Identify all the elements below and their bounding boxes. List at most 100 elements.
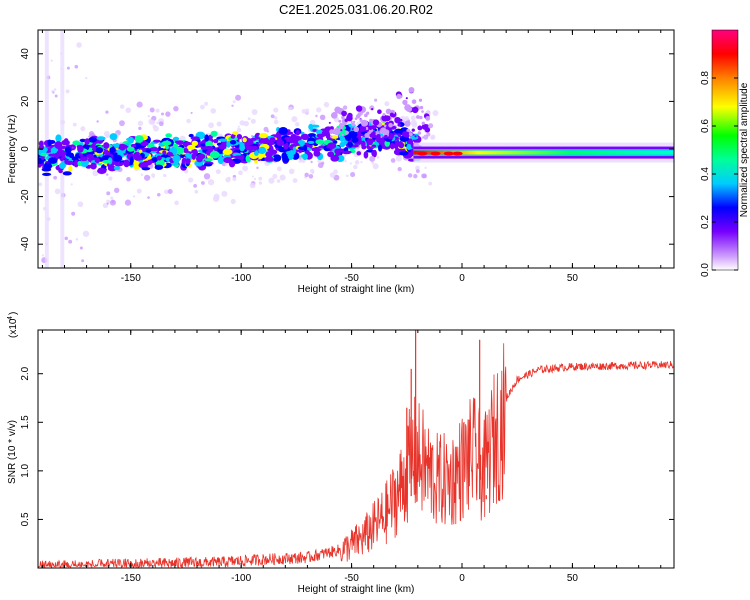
spectrogram-speckle [163,173,167,178]
spectrogram-speckle [384,101,390,107]
spectrogram-blob [307,140,315,144]
spectrogram-blob [41,167,52,172]
spectrogram-flare [417,125,423,131]
spectrogram-speckle [53,88,57,91]
spectrogram-flare [405,97,408,100]
spectrogram-blob [278,126,288,135]
spectrogram-blob [210,130,218,137]
spectrogram-speckle [164,189,169,195]
spectrogram-blob [310,124,320,128]
colorbar: 0.0 0.2 0.4 0.6 0.8 Normalized spectral ampl… [700,29,750,277]
spectrogram-speckle [54,188,61,195]
spectrogram-speckle [273,119,279,125]
spectrogram-speckle [423,134,429,140]
spectrogram-speckle [53,175,58,180]
spectrogram-speckle [136,101,143,108]
spectrogram-speckle [321,161,325,165]
spectrogram-speckle [342,105,348,110]
spectrogram-blob [126,146,135,152]
spectrogram-speckle [360,160,363,164]
spectrogram-blob [281,152,288,160]
spectrogram-flare [330,111,338,119]
spectrogram-flare [364,132,370,138]
spectrogram-blob [81,160,90,165]
spectrogram-plot-area [38,30,674,268]
spectrogram-speckle [210,108,217,114]
spectrogram-flare [334,106,342,114]
spectrogram-blob [154,164,164,170]
spectrogram-speckle [249,182,256,189]
x-tick-label: -150 [121,573,141,584]
spectrogram-blob [242,137,247,143]
spectrogram-blob [344,133,352,142]
spectrogram-blob [40,152,47,157]
spectrogram-speckle [395,155,403,162]
spectrogram-speckle [421,173,427,179]
spectrogram-blob [95,147,104,154]
spectrogram-speckle [239,120,245,126]
spectrogram-speckle [236,127,242,133]
spectrogram-blob [213,138,219,144]
spectrogram-x-label: Height of straight line (km) [298,284,415,295]
spectrogram-speckle [413,174,418,179]
spectrogram-speckle [88,131,95,137]
spectrogram-blob [142,160,153,166]
spectrogram-blob [191,140,199,146]
spectrogram-flare [359,119,363,122]
y-tick-label: 1.0 [20,463,31,477]
spectrogram-blob [134,135,144,143]
spectrogram-speckle [88,135,91,138]
spectrogram-flare [425,116,431,121]
spectrogram-blob [339,135,345,143]
spectrogram-speckle [96,120,99,123]
spectrogram-speckle [237,125,240,128]
spectrogram-speckle [404,116,410,121]
spectrogram-speckle [224,163,228,167]
colorbar-tick-label: 0.4 [700,167,711,181]
spectrogram-blob [209,150,220,159]
spectrogram-speckle [174,200,179,206]
spectrogram-speckle [247,117,251,121]
spectrogram-speckle [158,121,164,127]
spectrogram-blob [113,166,121,171]
spectrogram-speckle [372,163,379,170]
spectrogram-speckle [410,119,417,126]
spectrogram-speckle [150,119,156,125]
spectrogram-blob [55,134,62,143]
spectrogram-speckle [353,164,358,170]
spectrogram-flare [399,118,403,122]
spectrogram-speckle [79,246,83,250]
spectrogram-speckle [317,159,322,163]
spectrogram-speckle [106,199,111,204]
spectrogram-flare [411,128,415,132]
spectrogram-speckle [311,171,315,175]
spectrogram-flare [376,133,381,139]
spectrogram-speckle [76,42,82,48]
spectrogram-blob [140,141,149,147]
spectrogram-speckle [238,170,243,176]
spectrogram-speckle [374,98,378,102]
spectrogram-flare [372,119,380,126]
spectrogram-flare [350,120,353,124]
x-tick-label: 0 [459,273,465,284]
spectrogram-flare [371,108,374,111]
spectrogram-speckle [428,181,433,186]
spectrogram-flare [384,129,390,135]
spectrogram-speckle [310,160,313,164]
spectrogram-speckle [105,110,109,114]
spectrogram-flare [396,93,402,100]
spectrogram-speckle [305,108,310,113]
spectrogram-blob [103,142,110,149]
spectrogram-speckle [432,109,439,117]
spectrogram-speckle [376,156,380,159]
spectrogram-flare [388,122,393,128]
spectrogram-speckle [292,178,298,183]
spectrogram-flare [402,99,408,106]
colorbar-tick-label: 0.6 [700,119,711,133]
spectrogram-blob [73,159,79,168]
spectrogram-blob [72,140,81,146]
spectrogram-speckle [231,104,234,107]
spectrogram-blob [97,167,107,175]
spectrogram-blob [54,141,63,149]
spectrogram-blob [233,155,244,159]
